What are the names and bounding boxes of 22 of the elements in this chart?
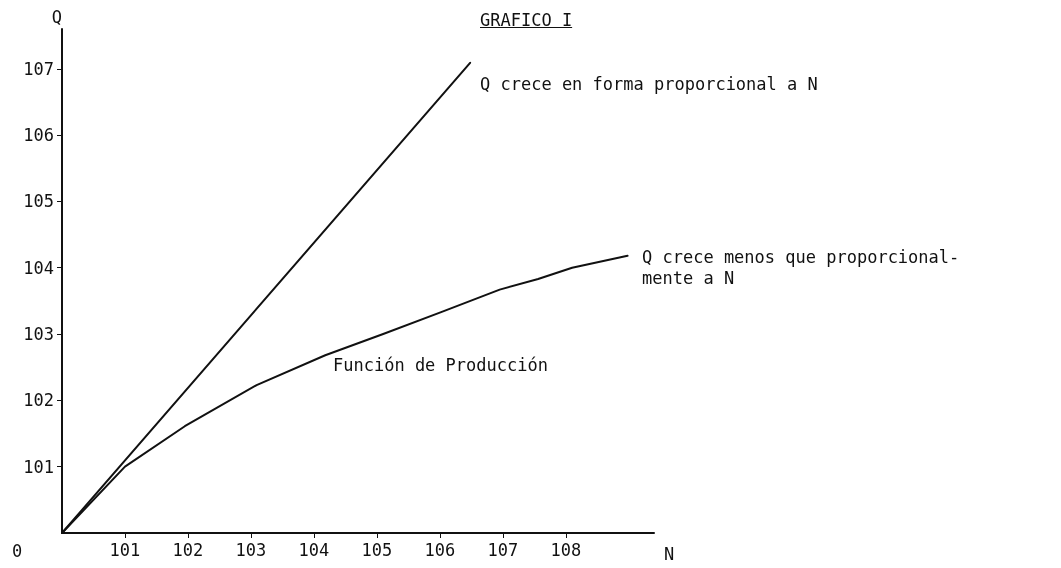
x-tick-label: 107 xyxy=(487,539,519,560)
annotation: Q crece en forma proporcional a N xyxy=(480,73,818,94)
x-tick-label: 108 xyxy=(550,539,582,560)
x-axis-title: N xyxy=(664,543,675,564)
x-tick-label: 103 xyxy=(235,539,267,560)
x-tick-label: 102 xyxy=(172,539,204,560)
y-tick-label: 102 xyxy=(23,390,54,411)
y-tick-label: 107 xyxy=(23,58,54,79)
x-tick-label: 106 xyxy=(424,539,456,560)
x-tick-label: 105 xyxy=(361,539,393,560)
annotation: Q crece menos que proporcional- mente a N xyxy=(642,246,960,288)
y-tick-label: 101 xyxy=(23,456,54,477)
y-tick-label: 104 xyxy=(23,257,54,278)
x-tick-label: 101 xyxy=(109,539,141,560)
x-tick-label: 104 xyxy=(298,539,330,560)
text: 0 xyxy=(12,540,23,561)
y-tick-label: 103 xyxy=(23,324,54,345)
y-tick-label: 106 xyxy=(23,125,54,146)
y-tick-label: 105 xyxy=(23,191,54,212)
chart-title: GRAFICO I xyxy=(480,10,573,30)
annotation: Función de Producción xyxy=(333,354,548,375)
y-axis-title: Q xyxy=(51,6,62,27)
